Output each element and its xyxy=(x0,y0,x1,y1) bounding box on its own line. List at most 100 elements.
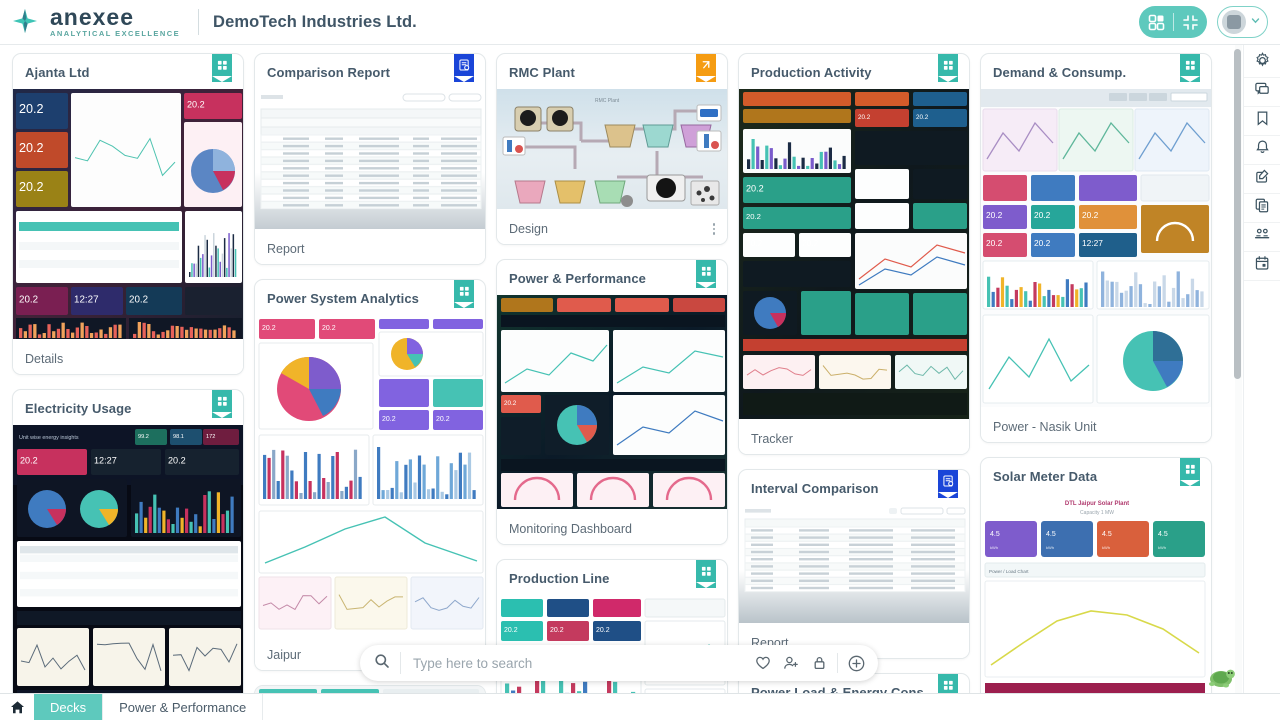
copy-icon xyxy=(1254,197,1271,219)
pill-divider xyxy=(1172,13,1174,31)
right-sidebar xyxy=(1243,45,1280,700)
search-input[interactable] xyxy=(400,652,749,674)
collapse-icon[interactable] xyxy=(1174,14,1207,31)
deck-card-rmc-plant[interactable]: RMC Plant RMC Plant Design xyxy=(496,53,728,245)
card-title: RMC Plant xyxy=(509,65,575,80)
scrollbar-thumb[interactable] xyxy=(1234,49,1241,379)
card-thumbnail-plant-diagram[interactable]: RMC Plant xyxy=(497,89,727,214)
rail-item-bookmarks[interactable] xyxy=(1243,107,1280,136)
svg-text:12:27: 12:27 xyxy=(74,294,99,305)
deck-card-demand-consump[interactable]: Demand & Consump. 20.2 20.2 20.2 20.2 20.2… xyxy=(980,53,1212,443)
card-ribbon-teal[interactable] xyxy=(454,280,474,308)
svg-text:20.2: 20.2 xyxy=(168,455,186,465)
card-thumbnail-interval-table[interactable] xyxy=(739,505,969,628)
card-title: Demand & Consump. xyxy=(993,65,1127,80)
card-footer-label: Design xyxy=(509,222,548,236)
brand-logo[interactable]: anexee ANALYTICAL EXCELLENCE xyxy=(0,6,180,38)
svg-text:kWh: kWh xyxy=(1158,545,1166,550)
svg-text:20.2: 20.2 xyxy=(504,400,517,407)
svg-text:20.2: 20.2 xyxy=(504,627,518,634)
rail-item-copy[interactable] xyxy=(1243,194,1280,223)
card-thumbnail-dark-perf-dashboard[interactable]: 20.2 xyxy=(497,295,727,514)
search-divider xyxy=(837,653,838,673)
lock-icon[interactable] xyxy=(805,649,833,677)
rail-item-notifications[interactable] xyxy=(1243,136,1280,165)
card-thumbnail-dark-kpi-dashboard[interactable]: 20.2 20.2 20.2 20.2 20.2 12:27 20.2 xyxy=(13,89,243,344)
add-person-icon[interactable] xyxy=(777,649,805,677)
scroll-track[interactable] xyxy=(1234,45,1242,693)
card-ribbon-teal[interactable] xyxy=(696,260,716,288)
card-column-1: Ajanta Ltd 20.2 20.2 20.2 20.2 20.2 12:27 20… xyxy=(12,53,244,693)
card-ribbon-teal[interactable] xyxy=(212,390,232,418)
card-title: Production Line xyxy=(509,571,610,586)
card-thumbnail-blank[interactable] xyxy=(255,686,485,693)
assistant-mascot-icon[interactable] xyxy=(1204,664,1238,690)
brand-name: anexee xyxy=(50,4,135,30)
svg-text:20.2: 20.2 xyxy=(322,325,336,332)
svg-text:20.2: 20.2 xyxy=(858,114,871,121)
card-thumbnail-dark-energy-dashboard[interactable]: Unit wise energy insights 99.2 98.1 172 20… xyxy=(13,425,243,693)
card-thumbnail-dark-activity-dashboard[interactable]: 20.2 20.2 20.2 20.2 20.2 20.2 xyxy=(739,89,969,424)
card-ribbon-teal[interactable] xyxy=(938,674,958,693)
svg-text:20.2: 20.2 xyxy=(1034,238,1051,248)
card-ribbon-teal[interactable] xyxy=(938,54,958,82)
card-thumbnail-light-analytics[interactable]: 20.2 20.2 20.2 20.2 xyxy=(255,315,485,640)
avatar xyxy=(1222,10,1246,34)
card-thumbnail-light-demand-dashboard[interactable]: 20.2 20.2 20.2 20.2 20.2 12:27 xyxy=(981,89,1211,412)
card-thumbnail-report-table[interactable] xyxy=(255,89,485,234)
rail-item-edit[interactable] xyxy=(1243,165,1280,194)
home-icon[interactable] xyxy=(0,694,34,720)
deck-card-power-system-analytics[interactable]: Power System Analytics 20.2 20.2 20.2 20.2… xyxy=(254,279,486,671)
card-footer-label: Jaipur xyxy=(267,648,302,662)
card-ribbon-teal[interactable] xyxy=(212,54,232,82)
card-title: Production Activity xyxy=(751,65,872,80)
deck-card-card[interactable] xyxy=(254,685,486,693)
deck-card-ajanta-ltd[interactable]: Ajanta Ltd 20.2 20.2 20.2 20.2 20.2 12:27 20… xyxy=(12,53,244,375)
deck-card-interval-comparison[interactable]: Interval Comparison xyxy=(738,469,970,659)
rail-item-calendar[interactable] xyxy=(1243,252,1280,281)
svg-text:99.2: 99.2 xyxy=(138,434,149,440)
rail-item-people[interactable] xyxy=(1243,223,1280,252)
card-ribbon-orange[interactable] xyxy=(696,54,716,82)
svg-text:Unit wise energy insights: Unit wise energy insights xyxy=(19,435,79,441)
card-ribbon-blue[interactable] xyxy=(938,470,958,498)
deck-board: Ajanta Ltd 20.2 20.2 20.2 20.2 20.2 12:27 20… xyxy=(0,45,1243,693)
taskbar-tab-decks[interactable]: Decks xyxy=(34,694,104,720)
rail-item-settings[interactable] xyxy=(1243,49,1280,78)
search-bar[interactable] xyxy=(360,645,878,681)
card-menu-icon[interactable] xyxy=(712,223,715,235)
deck-card-solar-meter-data[interactable]: Solar Meter Data DTL Jaipur Solar Plant … xyxy=(980,457,1212,693)
card-ribbon-teal[interactable] xyxy=(1180,54,1200,82)
svg-text:20.2: 20.2 xyxy=(382,416,396,423)
card-ribbon-blue[interactable] xyxy=(454,54,474,82)
svg-text:kWh: kWh xyxy=(1046,545,1054,550)
plus-circle-icon[interactable] xyxy=(842,649,870,677)
card-ribbon-teal[interactable] xyxy=(696,560,716,588)
user-menu[interactable] xyxy=(1217,6,1268,38)
svg-text:20.2: 20.2 xyxy=(19,294,38,305)
card-ribbon-teal[interactable] xyxy=(1180,458,1200,486)
search-icon xyxy=(374,653,390,674)
deck-card-electricity-usage[interactable]: Electricity Usage Unit wise energy insig… xyxy=(12,389,244,693)
svg-text:20.2: 20.2 xyxy=(986,238,1003,248)
svg-text:20.2: 20.2 xyxy=(187,99,205,109)
dashboard-icon xyxy=(943,678,954,693)
svg-text:20.2: 20.2 xyxy=(746,183,764,193)
header-actions xyxy=(1139,6,1280,38)
card-header: Production Activity xyxy=(739,54,969,89)
view-toggle-group[interactable] xyxy=(1139,6,1207,38)
card-thumbnail-solar-report[interactable]: DTL Jaipur Solar Plant Capacity 1 MW 4.5… xyxy=(981,493,1211,693)
bookmark-icon xyxy=(1254,110,1271,132)
card-header: Electricity Usage xyxy=(13,390,243,425)
rail-item-chat[interactable] xyxy=(1243,78,1280,107)
card-footer: Power - Nasik Unit xyxy=(981,412,1211,442)
taskbar-tab-power-performance[interactable]: Power & Performance xyxy=(103,694,264,720)
heart-icon[interactable] xyxy=(749,649,777,677)
svg-text:20.2: 20.2 xyxy=(746,238,763,248)
deck-card-production-activity[interactable]: Production Activity 20.2 20.2 20.2 20.2 2… xyxy=(738,53,970,455)
grid-view-icon[interactable] xyxy=(1140,14,1173,31)
deck-card-power-performance[interactable]: Power & Performance 20.2 Monitoring Dash… xyxy=(496,259,728,545)
deck-card-comparison-report[interactable]: Comparison Report xyxy=(254,53,486,265)
chevron-down-icon xyxy=(1250,13,1261,31)
people-icon xyxy=(1254,226,1271,248)
